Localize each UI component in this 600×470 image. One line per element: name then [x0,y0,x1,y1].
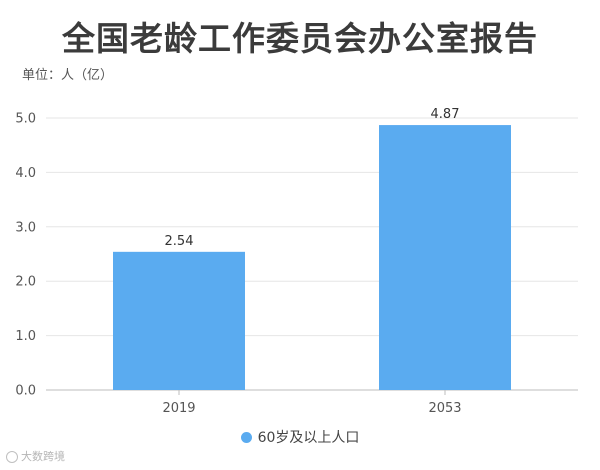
chart-title: 全国老龄工作委员会办公室报告 [62,19,538,58]
y-tick-label: 2.0 [15,275,36,290]
watermark: 大数跨境 [6,448,65,464]
y-tick-label: 4.0 [15,166,36,181]
y-tick-label: 1.0 [15,329,36,344]
y-tick-label: 0.0 [15,384,36,399]
x-tick-label: 2019 [162,401,195,416]
watermark-logo-icon [6,451,18,463]
legend-label: 60岁及以上人口 [257,430,360,446]
data-label: 2.54 [165,234,194,249]
y-tick-label: 3.0 [15,220,36,235]
legend[interactable]: 60岁及以上人口 [0,427,600,447]
y-tick-label: 5.0 [15,112,36,127]
data-label: 4.87 [431,107,460,122]
legend-marker-icon [240,431,252,443]
unit-label: 单位：人（亿） [22,68,114,83]
x-tick-label: 2053 [428,401,461,416]
watermark-text: 大数跨境 [21,450,65,463]
bar [113,251,245,390]
bar [379,125,511,391]
